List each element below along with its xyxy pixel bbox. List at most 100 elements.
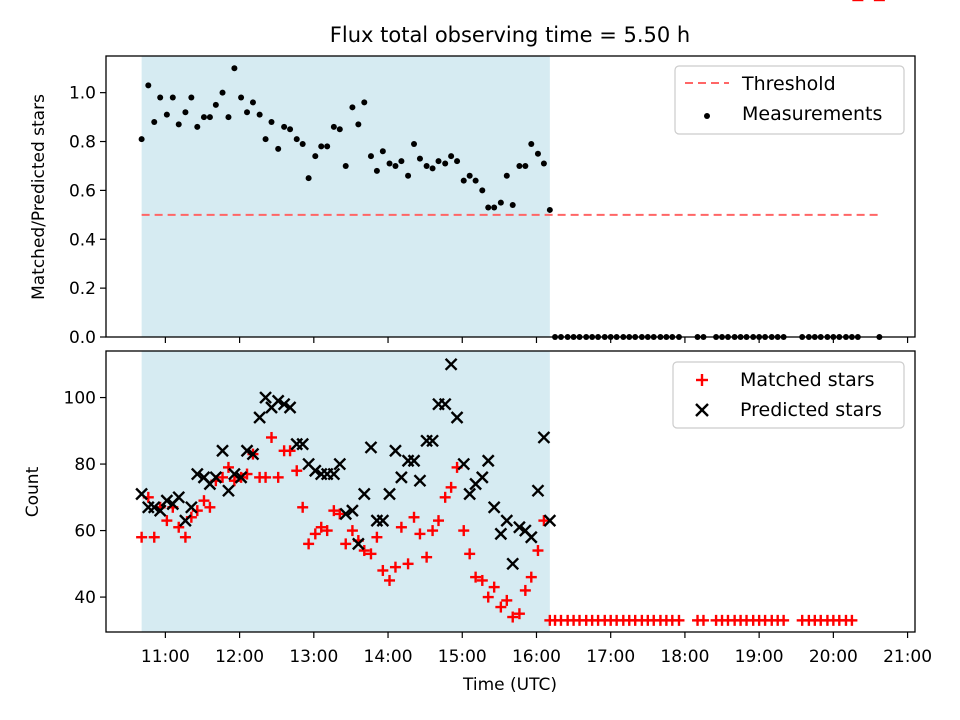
- matched-star-point: [334, 508, 346, 520]
- legend-matched-label: Matched stars: [740, 369, 874, 391]
- measurement-point: [225, 114, 232, 121]
- measurement-point: [175, 121, 182, 128]
- matched-star-point: [421, 551, 433, 563]
- legend-predicted-swatch: [695, 403, 709, 417]
- measurement-point: [435, 158, 442, 165]
- matched-star-point: [321, 525, 333, 537]
- matched-star-point: [291, 465, 303, 477]
- predicted-star-point: [438, 397, 452, 411]
- x-tick-label: 13:00: [289, 647, 338, 667]
- matched-star-point: [697, 614, 709, 626]
- measurement-point: [212, 101, 219, 108]
- legend-matched-swatch: [696, 374, 708, 386]
- measurement-point: [405, 172, 412, 179]
- measurement-point: [466, 172, 473, 179]
- measurement-point: [423, 162, 430, 169]
- predicted-star-point: [389, 444, 402, 458]
- predicted-star-point: [246, 447, 260, 461]
- matched-star-point: [222, 461, 234, 473]
- predicted-star-point: [537, 431, 551, 444]
- measurement-point: [194, 123, 201, 130]
- predicted-star-point: [339, 507, 353, 521]
- matched-star-point: [408, 511, 420, 523]
- matched-star-point: [519, 584, 531, 596]
- predicted-star-point: [457, 457, 471, 471]
- predicted-star-point: [234, 471, 248, 484]
- measurement-point: [472, 177, 479, 184]
- measurement-point: [442, 160, 449, 167]
- measurement-point: [318, 143, 325, 150]
- matched-star-point: [303, 538, 315, 550]
- measurement-point: [516, 162, 523, 169]
- predicted-star-point: [475, 471, 489, 484]
- predicted-star-point: [185, 500, 198, 514]
- matched-star-point: [395, 521, 407, 533]
- bottom-y-tick-label: 80: [74, 455, 96, 475]
- measurement-point: [540, 160, 547, 167]
- matched-star-point: [384, 574, 396, 586]
- measurement-point: [534, 150, 541, 157]
- top-plot-frame: [105, 55, 916, 338]
- matched-star-point: [458, 525, 470, 537]
- matched-star-point: [488, 581, 500, 593]
- matched-star-point: [198, 495, 210, 507]
- measurement-point: [460, 177, 467, 184]
- predicted-star-point: [487, 500, 501, 514]
- matched-star-point: [260, 471, 272, 483]
- matched-star-point: [204, 501, 216, 513]
- matched-star-point: [389, 561, 401, 573]
- measurement-point: [244, 109, 251, 116]
- matched-star-point: [266, 431, 278, 443]
- measurement-point: [312, 153, 319, 160]
- predicted-star-point: [333, 457, 347, 471]
- matched-star-point: [161, 515, 173, 527]
- measurement-point: [355, 121, 362, 128]
- matched-star-point: [507, 611, 519, 623]
- measurement-point: [219, 89, 226, 96]
- matched-star-point: [328, 505, 340, 517]
- measurement-point: [249, 99, 256, 106]
- predicted-star-point: [160, 494, 174, 507]
- matched-star-point: [309, 528, 321, 540]
- predicted-star-point: [216, 444, 229, 458]
- measurement-point: [373, 167, 380, 174]
- predicted-star-point: [327, 467, 341, 481]
- measurement-point: [138, 136, 145, 143]
- predicted-star-point: [209, 471, 223, 484]
- x-tick-label: 11:00: [141, 647, 190, 667]
- measurement-point: [262, 136, 269, 143]
- matched-star-point: [778, 614, 790, 626]
- predicted-star-point: [513, 520, 526, 534]
- matched-star-point: [464, 548, 476, 560]
- matched-star-point: [284, 445, 296, 457]
- predicted-star-point: [190, 467, 204, 481]
- bottom-y-tick-label: 60: [74, 522, 96, 542]
- measurement-point: [287, 126, 294, 133]
- matched-star-point: [445, 481, 457, 493]
- predicted-star-point: [543, 514, 557, 527]
- bottom-y-axis-label: Count: [23, 466, 43, 517]
- measurement-point: [169, 94, 176, 101]
- matched-star-point: [402, 558, 414, 570]
- top-shaded-span: [141, 56, 550, 337]
- measurement-point: [503, 172, 510, 179]
- x-tick-label: 15:00: [438, 647, 487, 667]
- matched-star-point: [439, 491, 451, 503]
- measurement-point: [416, 155, 423, 162]
- matched-star-point: [371, 531, 383, 543]
- x-tick-label: 16:00: [512, 647, 561, 667]
- measurement-point: [367, 153, 374, 160]
- matched-star-point: [673, 614, 685, 626]
- matched-star-point: [482, 591, 494, 603]
- predicted-star-point: [179, 514, 192, 527]
- measurement-point: [281, 123, 288, 130]
- top-y-tick-label: 1.0: [69, 84, 96, 104]
- matched-star-point: [470, 571, 482, 583]
- matched-star-point: [173, 521, 185, 533]
- predicted-star-point: [413, 474, 427, 488]
- predicted-star-point: [147, 500, 161, 514]
- matched-star-point: [340, 538, 352, 550]
- x-tick-label: 20:00: [809, 647, 858, 667]
- matched-star-point: [148, 531, 160, 543]
